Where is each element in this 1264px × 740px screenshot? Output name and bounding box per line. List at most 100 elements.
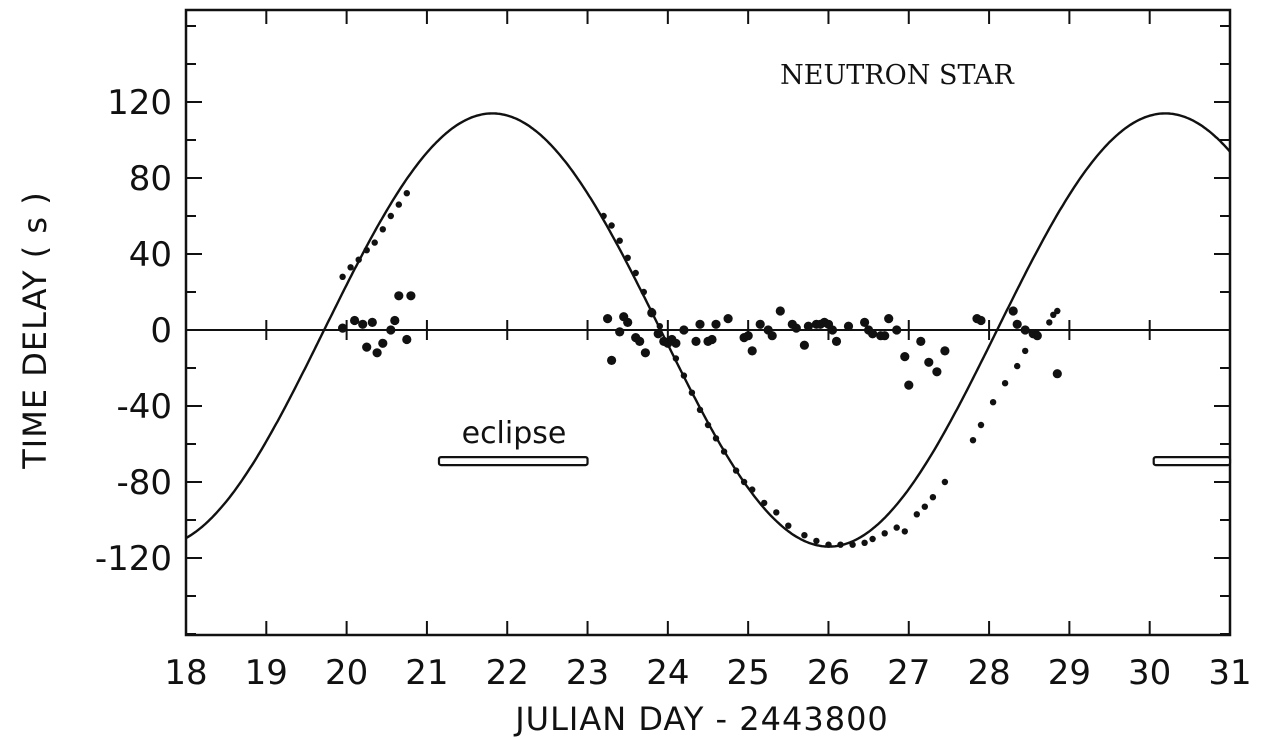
residual-point [799, 340, 810, 350]
eclipse-bar [1152, 456, 1232, 467]
x-axis-ticks: 18 19 20 21 22 23 24 25 26 27 28 29 30 31 [164, 10, 1252, 693]
residual-point [603, 314, 613, 324]
x-tick-label: 24 [646, 653, 689, 693]
curve-point [1014, 362, 1021, 370]
residual-point [1012, 319, 1022, 329]
residual-point [615, 327, 625, 337]
curve-point [941, 478, 949, 486]
residual-point [402, 334, 412, 345]
residual-point [362, 342, 372, 352]
residual-point [755, 319, 765, 329]
residual-point [679, 325, 689, 335]
residual-point [1008, 306, 1018, 316]
curve-point [339, 273, 346, 280]
x-tick-label: 20 [325, 653, 368, 693]
curve-point [801, 532, 808, 539]
residual-point [767, 331, 777, 341]
residual-point [394, 291, 404, 301]
x-tick-label: 22 [486, 653, 529, 693]
x-tick-label: 18 [164, 653, 207, 693]
residual-point [932, 367, 942, 377]
residual-point [791, 323, 801, 333]
curve-point [616, 237, 623, 244]
curve-point [680, 372, 688, 379]
residual-point [916, 336, 926, 346]
curve-point [881, 530, 888, 537]
curve-point [785, 522, 792, 529]
curve-point [704, 421, 712, 429]
residual-point [372, 348, 382, 358]
residual-point [623, 317, 633, 327]
y-tick-label: 80 [129, 159, 172, 199]
curve-point [929, 494, 937, 501]
curve-point [761, 499, 768, 507]
x-tick-label: 29 [1048, 653, 1091, 693]
curve-point [1054, 307, 1061, 315]
curve-point [403, 190, 410, 197]
residual-point [338, 323, 348, 333]
curve-point [869, 535, 876, 543]
residual-point [386, 325, 396, 335]
curve-point [740, 478, 748, 486]
eclipse-bars [437, 456, 1232, 467]
x-tick-label: 30 [1128, 653, 1171, 693]
curve-point [1046, 319, 1053, 326]
residual-point [904, 380, 914, 390]
y-tick-label: 40 [129, 235, 172, 275]
plot-area: 18 19 20 21 22 23 24 25 26 27 28 29 30 31 120 80 40 0 -40… [95, 8, 1252, 693]
y-tick-label: 0 [150, 311, 172, 351]
residual-point [868, 329, 878, 339]
curve-point [387, 212, 394, 220]
residual-point [775, 306, 785, 316]
curve-point [371, 239, 378, 246]
residual-point [390, 315, 400, 326]
residual-point [635, 336, 645, 346]
residual-point [924, 357, 934, 367]
neutron-star-label: NEUTRON STAR [780, 60, 1014, 91]
residual-point [640, 348, 651, 358]
residual-point [1052, 369, 1062, 379]
curve-point [773, 509, 780, 516]
curve-point [640, 288, 647, 296]
x-tick-label: 26 [807, 653, 850, 693]
residual-point [691, 336, 701, 346]
curve-point [849, 541, 856, 548]
curve-point [749, 486, 756, 493]
residual-point [940, 346, 950, 356]
curve-point [656, 323, 663, 330]
residual-point [803, 321, 814, 331]
curve-point [672, 355, 680, 362]
residual-point [707, 334, 717, 345]
y-tick-label: -80 [116, 463, 172, 503]
residual-point [743, 331, 753, 341]
curve-point [732, 467, 740, 474]
residual-point [695, 319, 705, 329]
curve-point [837, 541, 844, 548]
x-tick-label: 21 [405, 653, 448, 693]
curve-point [347, 264, 354, 271]
curve-point [813, 537, 820, 545]
curve-point [921, 503, 928, 510]
y-axis-title: TIME DELAY ( s ) [16, 191, 54, 470]
curve-point [893, 524, 900, 531]
y-axis-ticks: 120 80 40 0 -40 -80 -120 [95, 25, 1230, 635]
curve-point [901, 528, 908, 535]
residual-point [367, 317, 377, 327]
residual-point [860, 317, 870, 327]
curve-point [989, 399, 997, 406]
residual-point [723, 314, 733, 324]
residual-point [378, 338, 388, 348]
residual-point [653, 329, 663, 339]
curve-point [1001, 380, 1009, 387]
curve-point [1050, 311, 1057, 318]
curve-point [363, 247, 370, 254]
x-tick-label: 28 [967, 653, 1010, 693]
curve-point [648, 307, 655, 315]
residual-point [827, 325, 838, 335]
curve-point [1021, 347, 1029, 355]
residual-point [884, 314, 894, 324]
curve-point [688, 389, 696, 396]
curve-point [1034, 330, 1041, 337]
residual-point [892, 325, 902, 335]
